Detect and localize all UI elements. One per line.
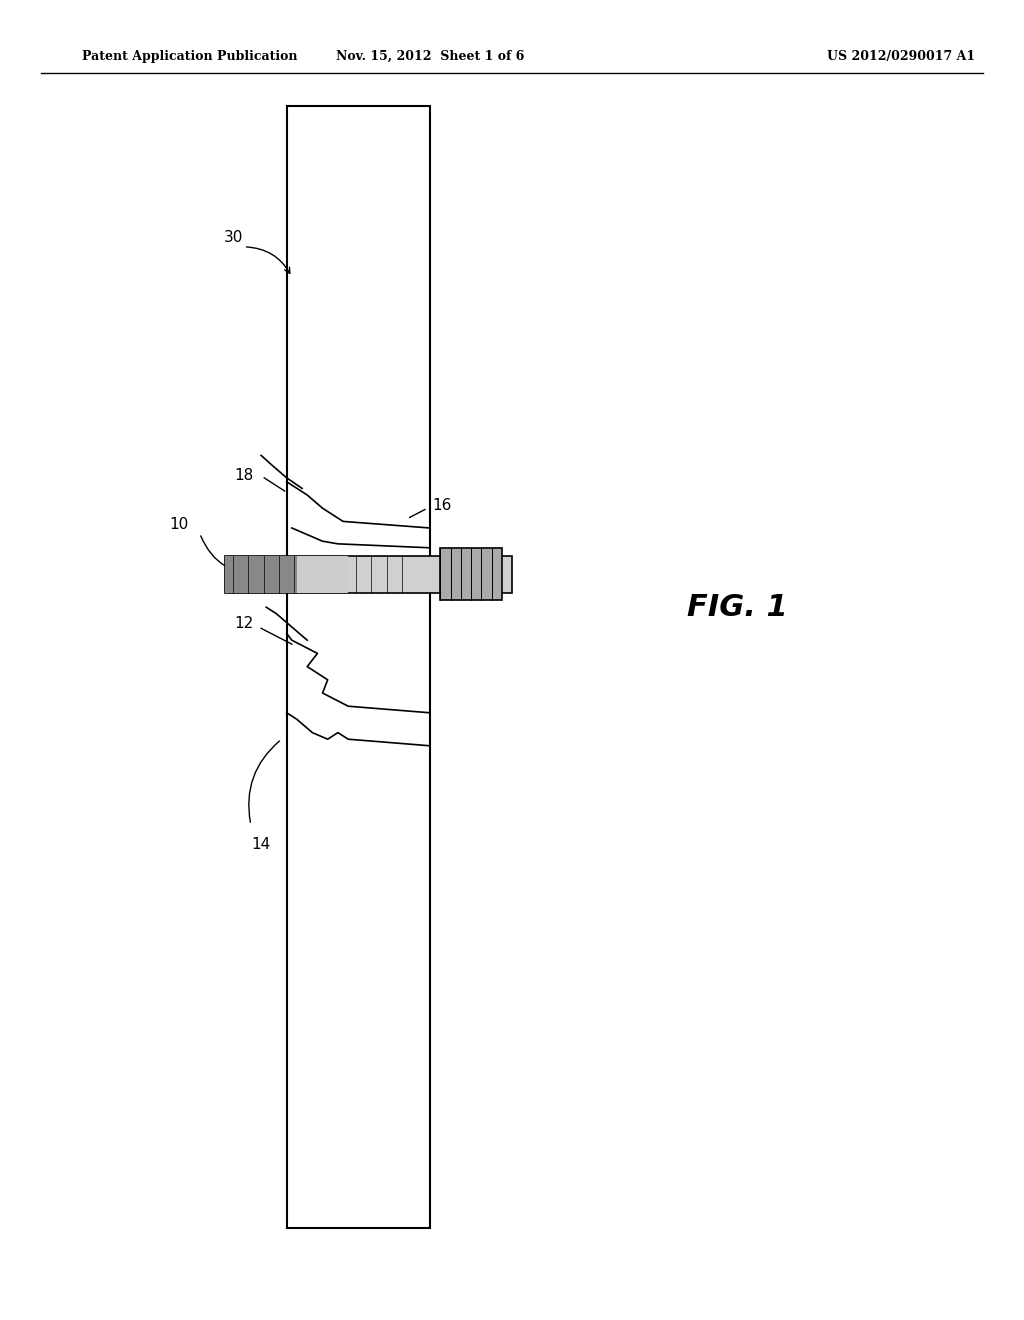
Text: 14: 14 xyxy=(252,837,270,853)
Text: Nov. 15, 2012  Sheet 1 of 6: Nov. 15, 2012 Sheet 1 of 6 xyxy=(336,50,524,63)
Text: FIG. 1: FIG. 1 xyxy=(687,593,787,622)
Text: 16: 16 xyxy=(433,498,452,513)
Text: 30: 30 xyxy=(224,230,243,246)
Bar xyxy=(225,556,512,593)
Text: 40: 40 xyxy=(441,549,460,565)
Text: 12: 12 xyxy=(234,615,253,631)
Bar xyxy=(225,556,297,593)
Bar xyxy=(287,106,430,1228)
Text: 18: 18 xyxy=(234,467,253,483)
Text: US 2012/0290017 A1: US 2012/0290017 A1 xyxy=(827,50,975,63)
Bar xyxy=(440,548,502,601)
Text: Patent Application Publication: Patent Application Publication xyxy=(82,50,297,63)
Text: 10: 10 xyxy=(170,516,188,532)
Bar xyxy=(297,556,348,593)
